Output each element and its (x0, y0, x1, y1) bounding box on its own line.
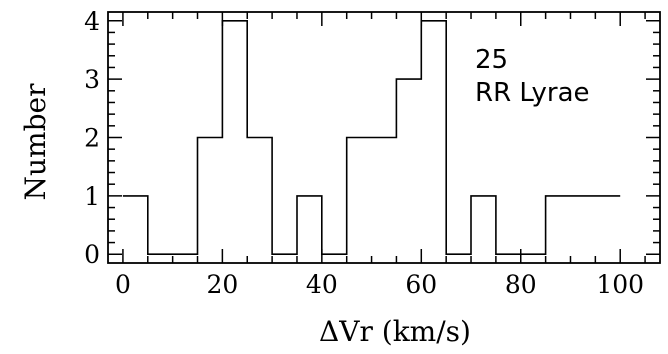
plot-frame (107, 11, 661, 264)
y-tick-label: 0 (84, 240, 100, 269)
histogram-step-line (122, 20, 621, 255)
x-tick-label: 0 (115, 270, 131, 299)
y-tick-label: 4 (84, 7, 100, 36)
x-tick-label: 100 (596, 270, 644, 299)
annotation-label: RR Lyrae (475, 78, 590, 108)
x-axis-label: ΔVr (km/s) (319, 315, 471, 348)
x-tick-label: 40 (306, 270, 338, 299)
y-tick-label: 3 (84, 65, 100, 94)
y-tick-label: 2 (84, 124, 100, 153)
x-tick-label: 80 (505, 270, 537, 299)
annotation-count: 25 (475, 45, 508, 75)
tick-labels: 0 20 40 60 80 100 0 1 2 3 4 (84, 7, 644, 299)
x-tick-label: 60 (405, 270, 437, 299)
x-tick-label: 20 (206, 270, 238, 299)
axis-ticks (108, 12, 660, 263)
y-axis-label: Number (19, 83, 52, 201)
y-tick-label: 1 (84, 182, 100, 211)
